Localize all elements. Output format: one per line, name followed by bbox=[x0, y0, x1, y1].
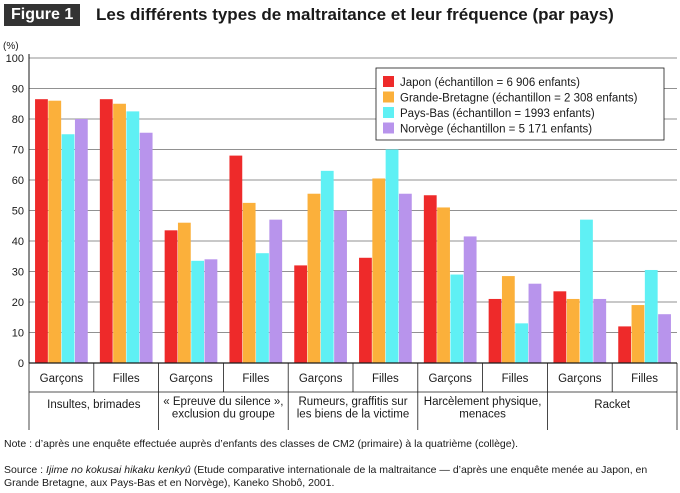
legend-swatch bbox=[383, 91, 394, 103]
legend-label: Japon (échantillon = 6 906 enfants) bbox=[400, 77, 580, 89]
y-tick-label: 50 bbox=[12, 206, 24, 218]
bar bbox=[488, 298, 502, 363]
x-group-label: Rumeurs, graffitis sur bbox=[298, 396, 407, 408]
x-sub-label: Filles bbox=[242, 373, 269, 385]
bar bbox=[204, 259, 218, 363]
bar bbox=[48, 100, 62, 363]
bar-chart: (%) 0 10 20 30 40 50 60 70 80 90 100 Garçons Filles Ga… bbox=[3, 41, 678, 430]
bar bbox=[398, 193, 412, 363]
bar bbox=[553, 291, 567, 363]
y-tick-label: 0 bbox=[18, 358, 24, 370]
y-tick-label: 40 bbox=[12, 236, 24, 248]
bar bbox=[320, 170, 334, 363]
x-group-label: menaces bbox=[459, 409, 506, 421]
legend-label: Pays-Bas (échantillon = 1993 enfants) bbox=[400, 108, 595, 120]
x-sub-label: Garçons bbox=[428, 373, 472, 385]
x-group-label: « Epreuve du silence », bbox=[163, 396, 283, 408]
bar bbox=[631, 305, 645, 363]
bar bbox=[644, 269, 658, 363]
x-sub-label: Garçons bbox=[169, 373, 213, 385]
bar bbox=[35, 99, 48, 364]
bar bbox=[334, 210, 347, 363]
x-sub-label: Filles bbox=[113, 373, 140, 385]
bar bbox=[450, 274, 464, 363]
bar bbox=[99, 99, 113, 364]
figure-title: Les différents types de maltraitance et … bbox=[96, 5, 614, 24]
x-group-label: les biens de la victime bbox=[297, 409, 410, 421]
bar bbox=[566, 298, 580, 363]
bar bbox=[229, 155, 243, 363]
figure-header: Figure 1 Les différents types de maltrai… bbox=[0, 0, 680, 30]
y-tick-label: 90 bbox=[12, 84, 24, 96]
bar bbox=[74, 119, 88, 363]
source-rest: (Etude comparative internationale de la … bbox=[4, 464, 648, 489]
bar bbox=[437, 207, 450, 363]
x-sub-label: Filles bbox=[631, 373, 658, 385]
bar bbox=[359, 257, 372, 363]
x-sub-label: Filles bbox=[502, 373, 529, 385]
y-tick-label: 20 bbox=[12, 297, 24, 309]
y-tick-label: 60 bbox=[12, 175, 24, 187]
bar bbox=[501, 276, 515, 363]
y-axis-label: (%) bbox=[3, 41, 19, 52]
legend-box bbox=[375, 67, 665, 141]
bar bbox=[139, 132, 153, 363]
bar bbox=[177, 222, 191, 363]
y-tick-label: 100 bbox=[6, 53, 24, 65]
y-tick-label: 30 bbox=[12, 267, 24, 279]
x-sub-label: Garçons bbox=[299, 373, 343, 385]
bar bbox=[61, 134, 75, 363]
bar bbox=[164, 230, 178, 363]
figure-label: Figure 1 bbox=[4, 4, 81, 26]
x-sub-label: Filles bbox=[372, 373, 399, 385]
x-sub-label: Garçons bbox=[40, 373, 84, 385]
bar bbox=[515, 323, 529, 363]
bar bbox=[423, 195, 437, 363]
x-sub-label: Garçons bbox=[558, 373, 602, 385]
source-prefix: Source : bbox=[4, 464, 47, 476]
x-group-label: Insultes, brimades bbox=[47, 399, 141, 411]
x-group-label: exclusion du groupe bbox=[172, 409, 275, 421]
bar bbox=[593, 298, 607, 363]
bar bbox=[463, 236, 477, 363]
bar bbox=[372, 178, 386, 363]
legend-label: Grande-Bretagne (échantillon = 2 308 enf… bbox=[400, 93, 638, 105]
bar bbox=[242, 202, 256, 363]
legend-swatch bbox=[383, 122, 394, 134]
x-group-label: Harcèlement physique, bbox=[424, 396, 542, 408]
bar bbox=[294, 265, 308, 363]
y-tick-label: 70 bbox=[12, 145, 24, 157]
x-group-label: Racket bbox=[594, 399, 631, 411]
bar bbox=[191, 260, 205, 363]
bar bbox=[618, 326, 632, 363]
bar bbox=[580, 219, 593, 363]
chart-note: Note : d’après une enquête effectuée aup… bbox=[4, 438, 519, 450]
legend-swatch bbox=[383, 107, 394, 118]
bar bbox=[269, 219, 283, 363]
chart-source: Source : Ijime no kokusai hikaku kenkyû … bbox=[4, 464, 676, 490]
bar bbox=[113, 103, 126, 363]
source-title: Ijime no kokusai hikaku kenkyû bbox=[46, 464, 191, 476]
y-tick-label: 80 bbox=[12, 114, 24, 126]
bar bbox=[307, 193, 321, 363]
bar bbox=[658, 314, 671, 363]
legend-swatch bbox=[383, 76, 394, 87]
y-tick-label: 10 bbox=[12, 328, 24, 340]
bar bbox=[385, 149, 399, 363]
bar bbox=[256, 253, 269, 363]
legend-label: Norvège (échantillon = 5 171 enfants) bbox=[400, 124, 592, 136]
bar bbox=[126, 111, 140, 363]
bar bbox=[528, 283, 542, 363]
